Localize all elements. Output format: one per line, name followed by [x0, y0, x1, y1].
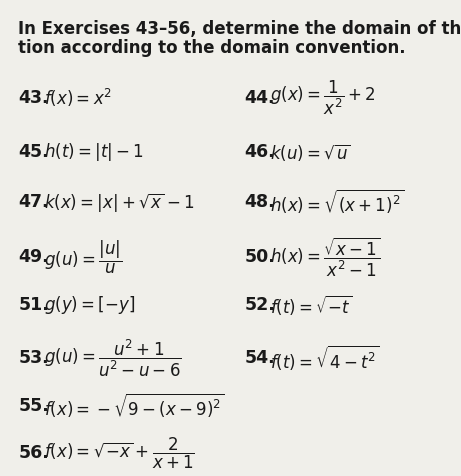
- Text: $h(x) = \dfrac{\sqrt{x-1}}{x^2-1}$: $h(x) = \dfrac{\sqrt{x-1}}{x^2-1}$: [270, 236, 380, 278]
- Text: $f(x) = \sqrt{-x} + \dfrac{2}{x+1}$: $f(x) = \sqrt{-x} + \dfrac{2}{x+1}$: [44, 436, 195, 471]
- Text: $f(x) = x^2$: $f(x) = x^2$: [44, 87, 112, 109]
- Text: $f(x) = -\sqrt{9-(x-9)^2}$: $f(x) = -\sqrt{9-(x-9)^2}$: [44, 391, 225, 420]
- Text: $g(u) = \dfrac{u^2+1}{u^2-u-6}$: $g(u) = \dfrac{u^2+1}{u^2-u-6}$: [44, 337, 182, 378]
- Text: 48.: 48.: [244, 193, 275, 211]
- Text: $f(t) = \sqrt{4-t^2}$: $f(t) = \sqrt{4-t^2}$: [270, 344, 379, 372]
- Text: 53.: 53.: [18, 349, 49, 367]
- Text: 51.: 51.: [18, 296, 49, 314]
- Text: 44.: 44.: [244, 89, 275, 107]
- Text: $g(y) = [-y]$: $g(y) = [-y]$: [44, 294, 135, 316]
- Text: 45.: 45.: [18, 143, 49, 161]
- Text: $g(x) = \dfrac{1}{x^2} + 2$: $g(x) = \dfrac{1}{x^2} + 2$: [270, 79, 376, 117]
- Text: $g(u) = \dfrac{|u|}{u}$: $g(u) = \dfrac{|u|}{u}$: [44, 238, 122, 276]
- Text: $h(x) = \sqrt{(x+1)^2}$: $h(x) = \sqrt{(x+1)^2}$: [270, 188, 404, 217]
- Text: 50.: 50.: [244, 248, 275, 266]
- Text: $k(u) = \sqrt{u}$: $k(u) = \sqrt{u}$: [270, 142, 350, 163]
- Text: 43.: 43.: [18, 89, 49, 107]
- Text: tion according to the domain convention.: tion according to the domain convention.: [18, 39, 406, 57]
- Text: 52.: 52.: [244, 296, 275, 314]
- Text: 56.: 56.: [18, 444, 49, 462]
- Text: $k(x) = |x| + \sqrt{x} - 1$: $k(x) = |x| + \sqrt{x} - 1$: [44, 191, 194, 214]
- Text: 49.: 49.: [18, 248, 49, 266]
- Text: 55.: 55.: [18, 397, 49, 415]
- Text: 46.: 46.: [244, 143, 275, 161]
- Text: $f(t) = \sqrt{-t}$: $f(t) = \sqrt{-t}$: [270, 293, 352, 317]
- Text: 54.: 54.: [244, 349, 275, 367]
- Text: 47.: 47.: [18, 193, 49, 211]
- Text: In Exercises 43–56, determine the domain of the func-: In Exercises 43–56, determine the domain…: [18, 20, 461, 38]
- Text: $h(t) = |t| - 1$: $h(t) = |t| - 1$: [44, 141, 143, 163]
